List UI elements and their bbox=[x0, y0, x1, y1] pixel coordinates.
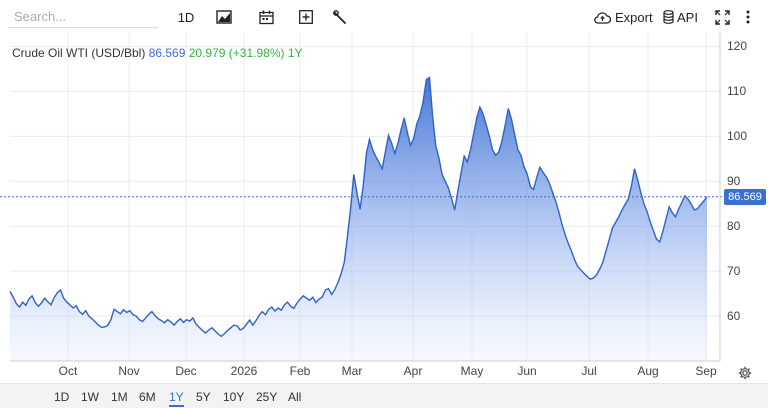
wrench-icon bbox=[333, 10, 346, 24]
range-button-10y[interactable]: 10Y bbox=[223, 390, 245, 404]
calendar-button[interactable] bbox=[257, 6, 275, 28]
y-tick-label: 80 bbox=[727, 219, 741, 234]
last-price-tag: 86.569 bbox=[724, 188, 766, 205]
price-line bbox=[9, 76, 708, 338]
interval-label: 1D bbox=[177, 9, 195, 25]
y-tick-label: 120 bbox=[727, 39, 748, 54]
x-tick-label: Apr bbox=[403, 364, 423, 378]
api-label: API bbox=[677, 9, 698, 25]
instrument-name: Crude Oil WTI (USD/Bbl) bbox=[12, 46, 146, 60]
chart-toolbar: 1D Export API bbox=[0, 0, 768, 33]
range-button-5y[interactable]: 5Y bbox=[196, 390, 211, 404]
plus-box-icon bbox=[299, 10, 313, 24]
y-tick-label: 90 bbox=[727, 174, 741, 189]
x-tick-label: Oct bbox=[58, 364, 78, 378]
range-button-1w[interactable]: 1W bbox=[81, 390, 99, 404]
legend-range: 1Y bbox=[287, 46, 303, 60]
range-button-1m[interactable]: 1M bbox=[111, 390, 128, 404]
x-tick-label: Aug bbox=[637, 364, 659, 378]
x-tick-label: 2026 bbox=[230, 364, 258, 378]
chart-legend: Crude Oil WTI (USD/Bbl) 86.569 20.979 (+… bbox=[12, 46, 303, 60]
x-tick-label: May bbox=[460, 364, 484, 378]
range-selector: 1D 1W 1M 6M 1Y 5Y 10Y 25Y All bbox=[0, 383, 768, 408]
range-button-1d[interactable]: 1D bbox=[54, 390, 70, 404]
api-button[interactable]: API bbox=[663, 6, 699, 28]
fullscreen-icon bbox=[714, 9, 730, 25]
export-label: Export bbox=[615, 9, 653, 25]
x-tick-label: Nov bbox=[118, 364, 140, 378]
x-tick-label: Mar bbox=[341, 364, 363, 378]
database-icon bbox=[663, 10, 674, 24]
x-tick-label: Dec bbox=[175, 364, 197, 378]
range-button-all[interactable]: All bbox=[288, 390, 302, 404]
more-vertical-icon bbox=[746, 10, 750, 24]
gear-icon bbox=[738, 366, 752, 380]
x-tick-label: Sep bbox=[695, 364, 717, 378]
x-tick-label: Jun bbox=[517, 364, 537, 378]
interval-button[interactable]: 1D bbox=[176, 6, 196, 28]
chart-type-button[interactable] bbox=[215, 6, 233, 28]
range-button-25y[interactable]: 25Y bbox=[256, 390, 278, 404]
fullscreen-button[interactable] bbox=[713, 6, 731, 28]
export-button[interactable]: Export bbox=[594, 6, 654, 28]
x-tick-label: Feb bbox=[289, 364, 311, 378]
range-button-1y[interactable]: 1Y bbox=[169, 390, 184, 407]
price-change: 20.979 (+31.98%) bbox=[188, 46, 285, 60]
y-tick-label: 70 bbox=[727, 264, 741, 279]
tools-button[interactable] bbox=[331, 6, 349, 28]
chart-type-icon bbox=[216, 10, 232, 24]
cloud-upload-icon bbox=[594, 11, 611, 24]
add-indicator-button[interactable] bbox=[297, 6, 315, 28]
calendar-icon bbox=[258, 10, 274, 24]
x-tick-label: Jul bbox=[581, 364, 597, 378]
y-tick-label: 100 bbox=[727, 129, 748, 144]
search-input[interactable] bbox=[8, 6, 158, 28]
last-price: 86.569 bbox=[148, 46, 186, 60]
y-tick-label: 110 bbox=[727, 84, 747, 99]
more-options-button[interactable] bbox=[741, 6, 755, 28]
y-tick-label: 60 bbox=[727, 309, 741, 324]
price-area bbox=[10, 77, 707, 361]
price-chart[interactable] bbox=[0, 33, 768, 383]
range-button-6m[interactable]: 6M bbox=[139, 390, 156, 404]
chart-settings-button[interactable] bbox=[738, 366, 752, 385]
